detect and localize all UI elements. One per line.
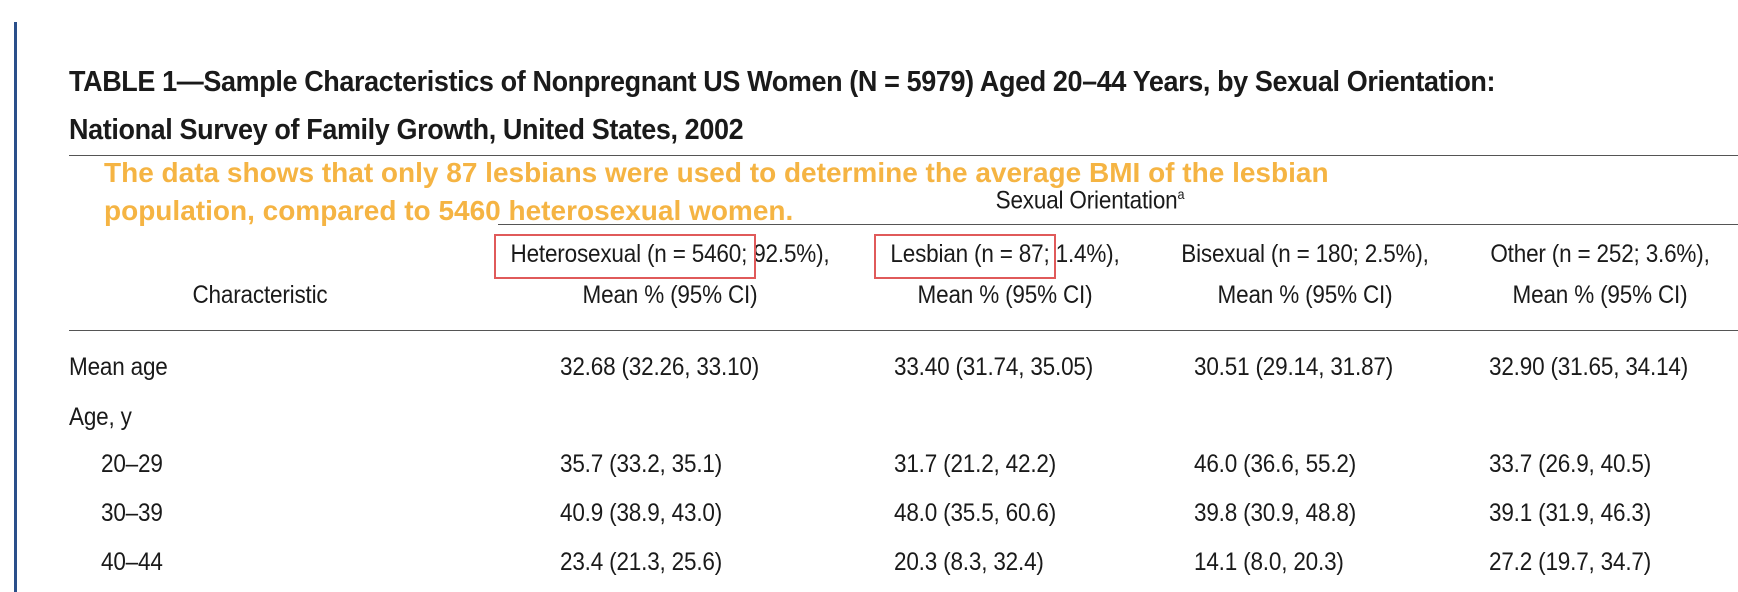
table-title: TABLE 1—Sample Characteristics of Nonpre… [69, 58, 1613, 154]
bisexual-header-line2: Mean % (95% CI) [1217, 281, 1393, 309]
characteristic-header: Characteristic [192, 281, 328, 309]
other-cell: 33.7 (26.9, 40.5) [1489, 450, 1652, 478]
annotation-line2: population, compared to 5460 heterosexua… [104, 195, 794, 226]
lesbian-header-line1: Lesbian (n = 87; 1.4%), [890, 240, 1120, 268]
annotation-line1: The data shows that only 87 lesbians wer… [104, 157, 1329, 188]
lesbian-cell: 48.0 (35.5, 60.6) [894, 499, 1057, 527]
row-label: 30–39 [101, 499, 163, 527]
table-title-line2: National Survey of Family Growth, United… [69, 114, 744, 146]
lesbian-header-line2: Mean % (95% CI) [917, 281, 1093, 309]
heterosexual-cell: 40.9 (38.9, 43.0) [560, 499, 723, 527]
other-cell: 32.90 (31.65, 34.14) [1489, 353, 1689, 381]
bisexual-cell: 39.8 (30.9, 48.8) [1194, 499, 1357, 527]
other-cell: 39.1 (31.9, 46.3) [1489, 499, 1652, 527]
spanner-label: Sexual Orientation [995, 186, 1178, 215]
lesbian-cell: 31.7 (21.2, 42.2) [894, 450, 1057, 478]
bisexual-header-line1: Bisexual (n = 180; 2.5%), [1181, 240, 1429, 268]
row-label: 40–44 [101, 548, 163, 576]
heterosexual-cell: 35.7 (33.2, 35.1) [560, 450, 723, 478]
heterosexual-cell: 23.4 (21.3, 25.6) [560, 548, 723, 576]
lesbian-highlight-box [874, 234, 1056, 279]
heterosexual-cell: 32.68 (32.26, 33.10) [560, 353, 760, 381]
other-header-line2: Mean % (95% CI) [1512, 281, 1688, 309]
spanner-footnote: a [1177, 186, 1185, 202]
bisexual-cell: 46.0 (36.6, 55.2) [1194, 450, 1357, 478]
lesbian-cell: 20.3 (8.3, 32.4) [894, 548, 1044, 576]
title-rule [69, 155, 1738, 156]
row-label: Mean age [69, 353, 168, 381]
annotation-note: The data shows that only 87 lesbians wer… [104, 154, 1504, 230]
row-label: 20–29 [101, 450, 163, 478]
heterosexual-header-line1: Heterosexual (n = 5460; 92.5%), [510, 240, 830, 268]
spanner-rule [498, 224, 1738, 225]
heterosexual-header-line2: Mean % (95% CI) [582, 281, 758, 309]
heterosexual-highlight-box [494, 234, 756, 279]
bisexual-cell: 14.1 (8.0, 20.3) [1194, 548, 1344, 576]
left-margin-bar [14, 22, 17, 592]
lesbian-cell: 33.40 (31.74, 35.05) [894, 353, 1094, 381]
row-label: Age, y [69, 403, 132, 431]
bisexual-cell: 30.51 (29.14, 31.87) [1194, 353, 1394, 381]
other-cell: 27.2 (19.7, 34.7) [1489, 548, 1652, 576]
spanner-header: Sexual Orientationa [910, 186, 1270, 215]
header-rule [69, 330, 1738, 331]
table-title-line1: TABLE 1—Sample Characteristics of Nonpre… [69, 66, 1496, 98]
other-header-line1: Other (n = 252; 3.6%), [1490, 240, 1710, 268]
